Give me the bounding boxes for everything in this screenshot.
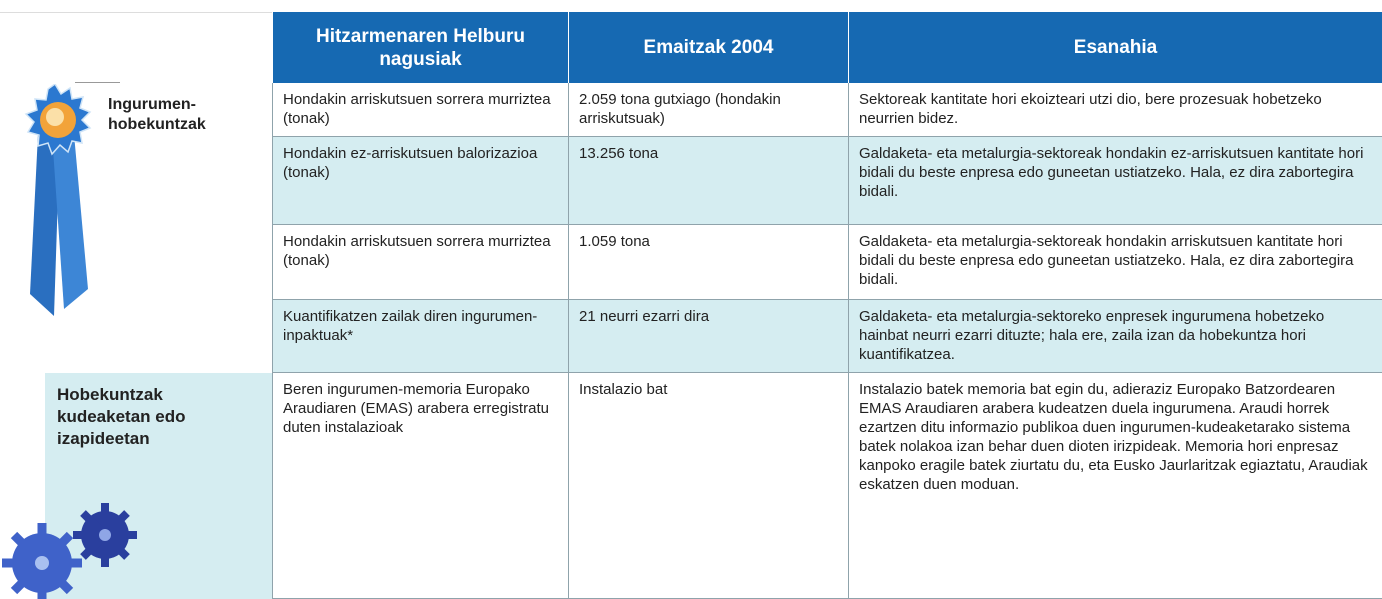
- ribbon-icon: [10, 84, 110, 324]
- table-cell: 1.059 tona: [568, 225, 848, 300]
- table-cell: Galdaketa- eta metalurgia-sektoreak hond…: [848, 137, 1382, 225]
- header-cell: Hitzarmenaren Helburu nagusiak: [272, 12, 568, 83]
- rule: [0, 12, 272, 13]
- group-label: Ingurumen-hobekuntzak: [108, 95, 248, 135]
- table-cell: Hondakin ez-arriskutsuen balorizazioa (t…: [272, 137, 568, 225]
- table-cell: Sektoreak kantitate hori ekoizteari utzi…: [848, 83, 1382, 137]
- table-cell: 2.059 tona gutxiago (hondakin arriskutsu…: [568, 83, 848, 137]
- table-cell: Galdaketa- eta metalurgia-sektoreko enpr…: [848, 300, 1382, 373]
- rule: [75, 82, 120, 83]
- table-cell: Instalazio bat: [568, 373, 848, 599]
- table-cell: Hondakin arriskutsuen sorrera murriztea …: [272, 225, 568, 300]
- page: Hitzarmenaren Helburu nagusiakEmaitzak 2…: [0, 0, 1382, 599]
- table-cell: Galdaketa- eta metalurgia-sektoreak hond…: [848, 225, 1382, 300]
- table-cell: Hondakin arriskutsuen sorrera murriztea …: [272, 83, 568, 137]
- header-cell: Esanahia: [848, 12, 1382, 83]
- group-label: Hobekuntzak kudeaketan edo izapideetan: [57, 384, 217, 450]
- header-cell: Emaitzak 2004: [568, 12, 848, 83]
- table-cell: Kuantifikatzen zailak diren ingurumen-in…: [272, 300, 568, 373]
- table-cell: Instalazio batek memoria bat egin du, ad…: [848, 373, 1382, 599]
- table-cell: 21 neurri ezarri dira: [568, 300, 848, 373]
- table-cell: Beren ingurumen-memoria Europako Araudia…: [272, 373, 568, 599]
- gears-icon: [0, 495, 150, 599]
- table-cell: 13.256 tona: [568, 137, 848, 225]
